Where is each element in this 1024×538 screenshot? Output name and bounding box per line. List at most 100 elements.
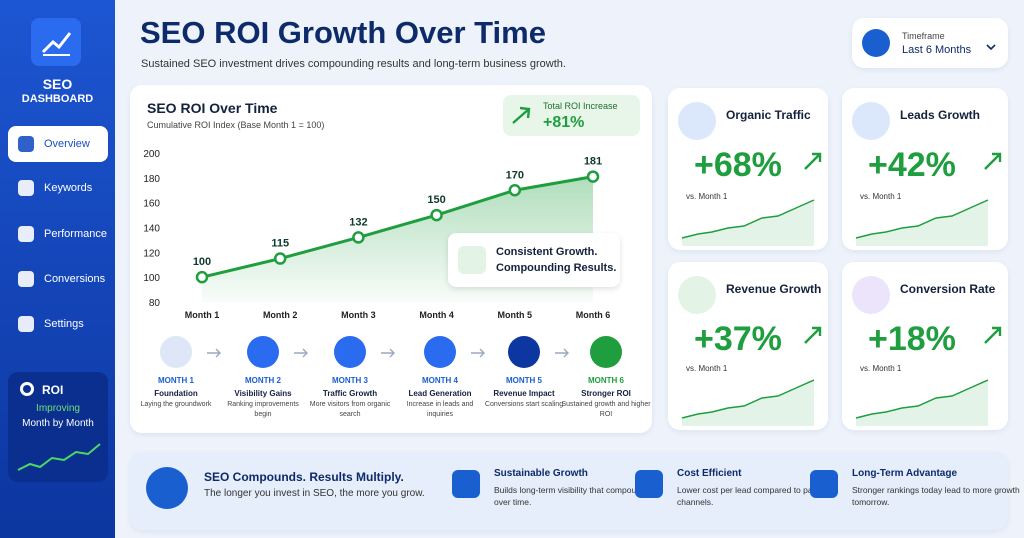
- x-tick-label: Month 3: [341, 310, 376, 320]
- kpi-sparkline: [855, 199, 989, 246]
- value-label: 181: [584, 156, 602, 168]
- footer-icon: [635, 470, 663, 498]
- kpi-title: Revenue Growth: [726, 282, 822, 296]
- milestone-month: MONTH 4: [422, 376, 458, 385]
- milestone-arrow: [471, 348, 485, 358]
- milestone-title: Lead Generation: [408, 389, 472, 398]
- kpi-note: vs. Month 1: [686, 192, 728, 201]
- x-tick-label: Month 6: [576, 310, 611, 320]
- milestone-month: MONTH 3: [332, 376, 368, 385]
- nav-item[interactable]: Overview: [8, 126, 108, 162]
- kpi-card: Leads Growth +42% vs. Month 1: [842, 88, 1008, 250]
- y-tick-label: 140: [143, 224, 160, 235]
- milestone: MONTH 1 Foundation Laying the groundwork: [131, 336, 221, 410]
- kpi-icon: [678, 102, 716, 140]
- line-chart: 80 100 120 140 160 180 200 100 Month 1 115 Month 2…: [143, 149, 611, 320]
- roi-status: Improving: [36, 403, 80, 414]
- x-tick-label: Month 5: [498, 310, 533, 320]
- value-label: 132: [349, 216, 367, 228]
- milestone: MONTH 2 Visibility Gains Ranking improveme…: [218, 336, 308, 420]
- y-tick-label: 120: [143, 248, 160, 259]
- kpi-sparkline: [855, 379, 989, 426]
- milestone: MONTH 4 Lead Generation Increase in leads …: [395, 336, 485, 420]
- footer-title: Long-Term Advantage: [852, 468, 958, 479]
- logo-icon: [41, 32, 72, 56]
- kpi-note: vs. Month 1: [860, 364, 902, 373]
- milestone-month: MONTH 2: [245, 376, 281, 385]
- point: [195, 270, 209, 284]
- milestone-title: Foundation: [154, 389, 198, 398]
- annotation-line: Compounding Results.: [496, 262, 617, 274]
- nav-item[interactable]: Conversions: [8, 261, 108, 297]
- kpi-arrow: [804, 152, 822, 170]
- value-label: 170: [506, 169, 524, 181]
- footer-icon: [146, 467, 188, 509]
- chart-title: SEO ROI Over Time: [147, 100, 278, 116]
- milestone-icon: [508, 336, 540, 368]
- kpi-card: Revenue Growth +37% vs. Month 1: [668, 262, 828, 430]
- chart-card: SEO ROI Over Time Cumulative ROI Index (…: [130, 85, 652, 433]
- footer-icon: [452, 470, 480, 498]
- annotation-line: Consistent Growth.: [496, 246, 598, 258]
- x-tick-label: Month 4: [419, 310, 454, 320]
- milestone-title: Revenue Impact: [493, 389, 555, 398]
- milestone-month: MONTH 6: [588, 376, 624, 385]
- roi-sparkline: [17, 443, 101, 471]
- nav-icon: [18, 180, 34, 196]
- chevron: [986, 44, 996, 51]
- kpi-note: vs. Month 1: [860, 192, 902, 201]
- sidebar-subtitle: DASHBOARD: [21, 93, 94, 105]
- x-tick-label: Month 2: [263, 310, 298, 320]
- value-label: 150: [427, 194, 445, 206]
- badge-label: Total ROI Increase: [543, 101, 618, 111]
- kpi-arrow: [984, 152, 1002, 170]
- milestone-month: MONTH 1: [158, 376, 194, 385]
- milestone-title: Visibility Gains: [234, 389, 292, 398]
- y-tick-label: 160: [143, 199, 160, 210]
- x-tick-label: Month 1: [185, 310, 220, 320]
- page-subtitle: Sustained SEO investment drives compound…: [141, 58, 566, 70]
- milestone-title: Traffic Growth: [322, 389, 378, 398]
- roi-card: ROI Improving Month by Month: [8, 372, 108, 482]
- roi-icon: [20, 382, 34, 396]
- milestone-desc: Laying the groundwork: [140, 401, 212, 408]
- milestone-title: Stronger ROI: [581, 389, 631, 398]
- kpi-sparkline: [681, 379, 815, 426]
- kpi-value: +18%: [868, 320, 956, 358]
- nav-item[interactable]: Settings: [8, 306, 108, 342]
- footer-icon: [810, 470, 838, 498]
- timeframe-dropdown[interactable]: Timeframe Last 6 Months: [852, 18, 1008, 68]
- footer-desc: The longer you invest in SEO, the more y…: [204, 488, 425, 499]
- milestone-arrow: [294, 348, 308, 358]
- kpi-icon: [852, 102, 890, 140]
- logo: [31, 18, 81, 66]
- kpi-title: Leads Growth: [900, 108, 981, 122]
- milestone-desc: More visitors from organic search: [309, 401, 391, 418]
- footer-desc: Stronger rankings today lead to more gro…: [852, 485, 1020, 507]
- sidebar: SEO DASHBOARD Overview Keywords Performanc…: [0, 0, 115, 538]
- footer-desc: Builds long-term visibility that compoun…: [494, 485, 650, 507]
- kpi-value: +68%: [694, 146, 782, 184]
- point: [508, 184, 522, 197]
- milestone-arrow: [381, 348, 395, 358]
- value-label: 100: [193, 256, 211, 268]
- nav-item[interactable]: Keywords: [8, 170, 108, 206]
- roi-title: ROI: [42, 383, 64, 397]
- milestone-icon: [247, 336, 279, 368]
- milestone-desc: Increase in leads and inquiries: [406, 401, 474, 418]
- kpi-note: vs. Month 1: [686, 364, 728, 373]
- milestone: MONTH 5 Revenue Impact Conversions start s…: [479, 336, 569, 410]
- nav-icon: [18, 271, 34, 287]
- roi-note: Month by Month: [22, 418, 94, 429]
- value-label: 115: [271, 238, 289, 250]
- y-tick-label: 80: [149, 298, 161, 309]
- footer-title: Cost Efficient: [677, 468, 742, 479]
- footer-title: Sustainable Growth: [494, 468, 588, 479]
- kpi-title: Organic Traffic: [726, 108, 811, 122]
- kpi-value: +37%: [694, 320, 782, 358]
- milestone-arrow: [207, 348, 221, 358]
- nav-item[interactable]: Performance: [8, 216, 108, 252]
- line: [201, 175, 594, 279]
- calendar-icon: [862, 29, 890, 57]
- milestone-desc: Sustained growth and higher ROI: [561, 401, 651, 418]
